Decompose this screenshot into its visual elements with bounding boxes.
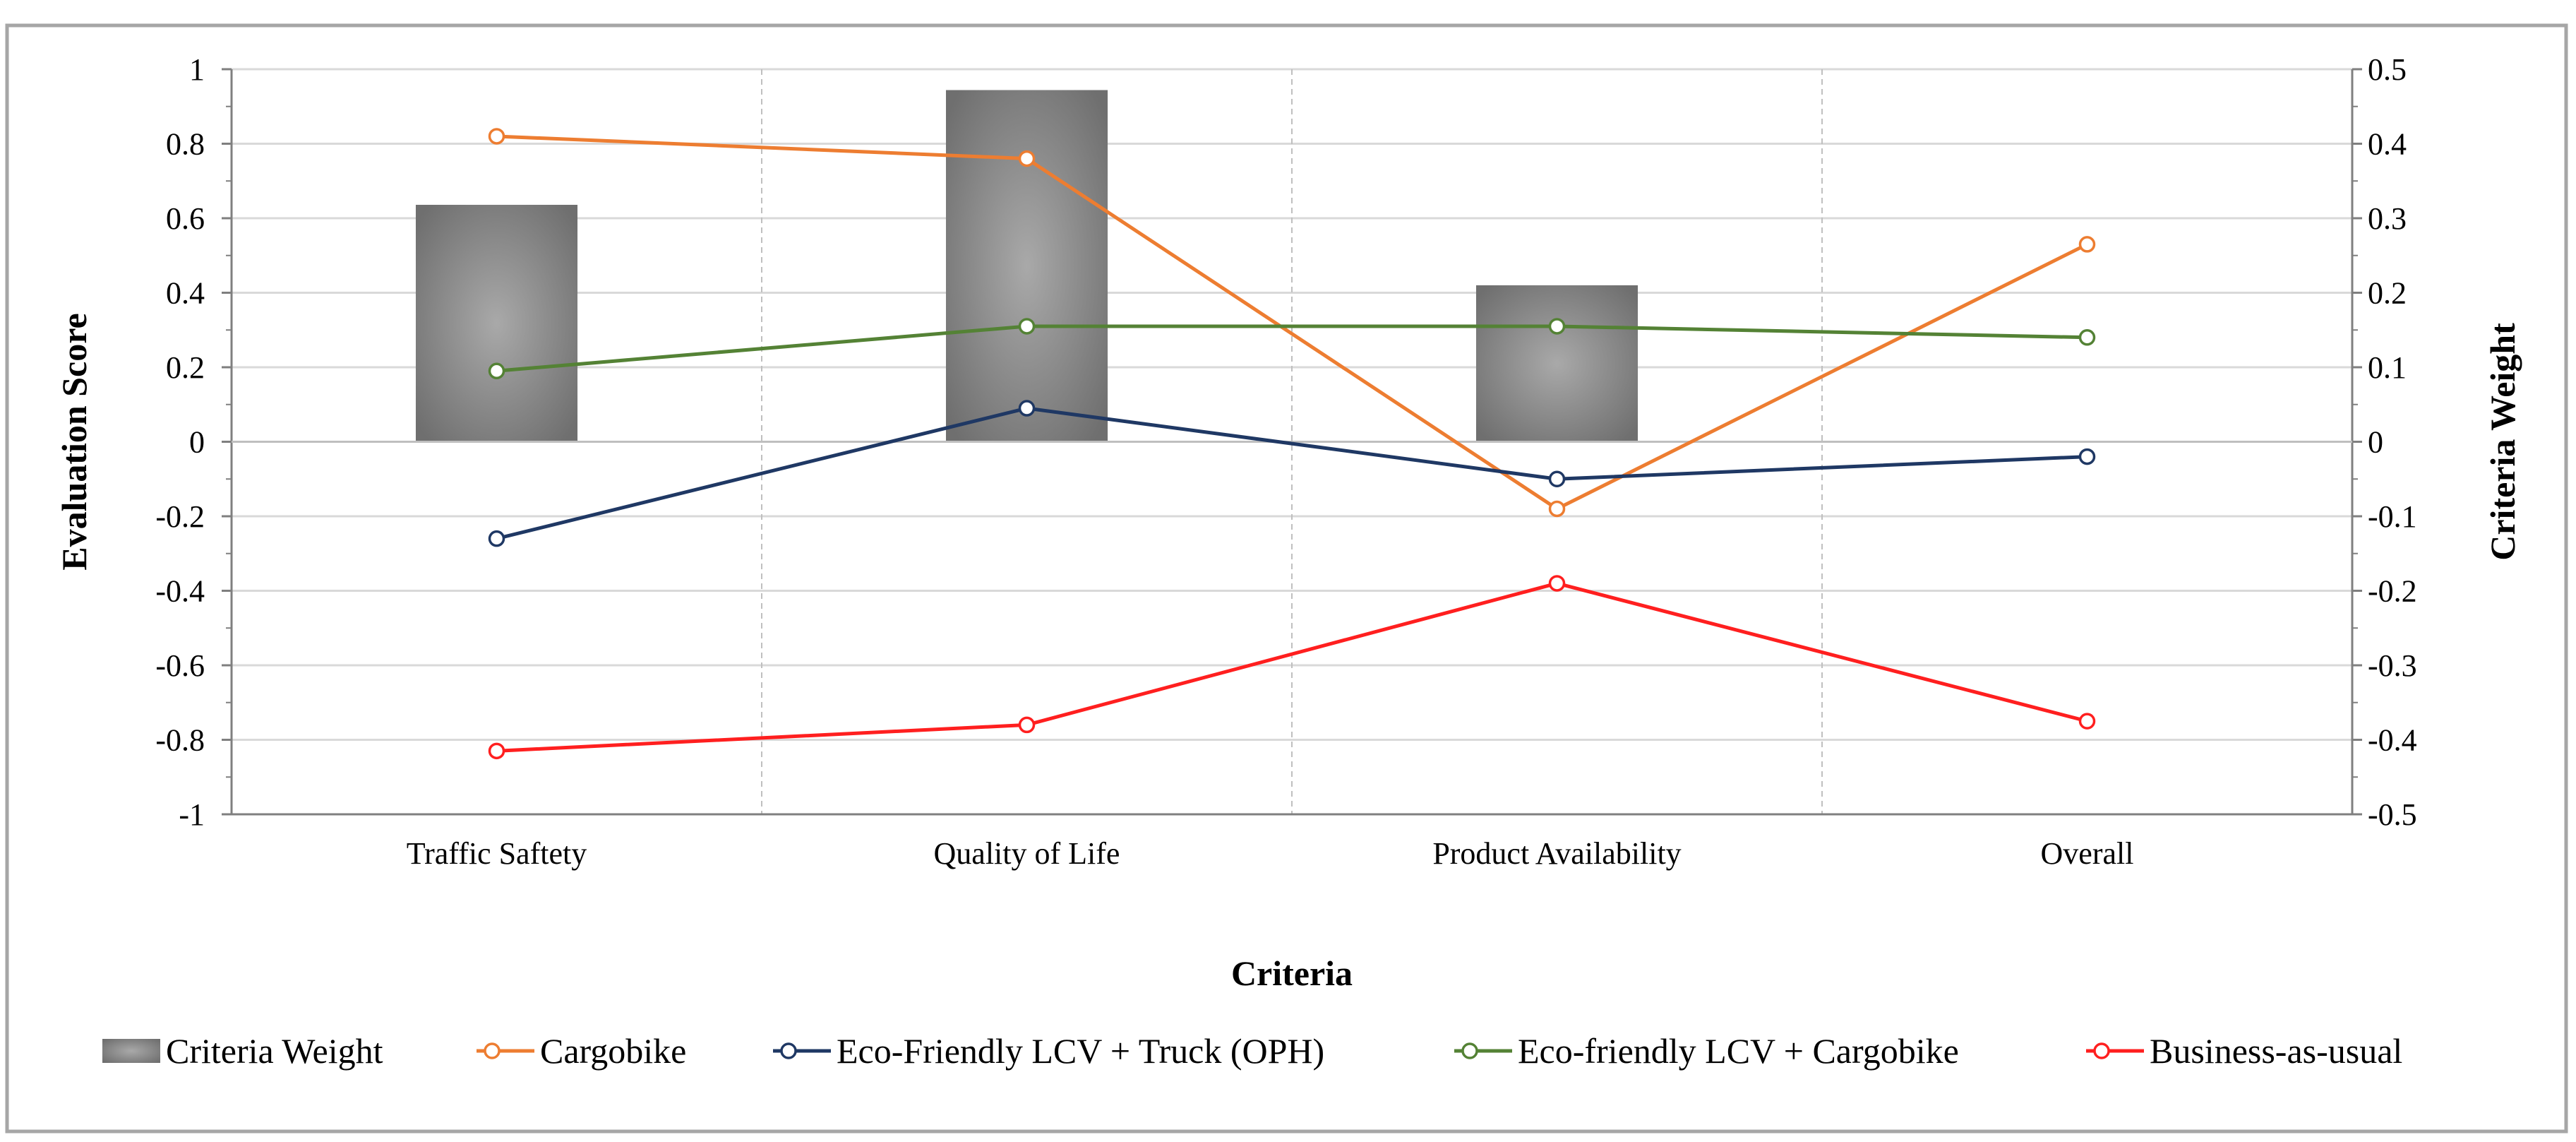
y-tick-label: -0.8	[155, 723, 205, 758]
series-point	[2078, 713, 2096, 730]
y-tick-label: 0	[189, 425, 205, 460]
y-tick-label: 0.6	[166, 201, 205, 236]
y2-axis-title: Criteria Weight	[2483, 323, 2522, 561]
y2-tick-label: -0.2	[2368, 574, 2417, 609]
y2-tick-label: 0.4	[2368, 127, 2407, 162]
y-tick-label: 0.4	[166, 276, 205, 311]
y-tick-label: -1	[179, 797, 205, 832]
legend-label: Business-as-usual	[2150, 1031, 2402, 1071]
series-point	[488, 362, 505, 380]
x-axis-title: Criteria	[1231, 953, 1353, 993]
x-tick-label: Traffic Saftety	[407, 836, 587, 871]
weight-bar	[945, 90, 1108, 442]
series-line	[496, 581, 2088, 753]
axis-layer	[222, 68, 2362, 816]
legend-label: Cargobike	[540, 1031, 686, 1071]
series-line	[496, 134, 2088, 511]
y-tick-label: 0.8	[166, 127, 205, 162]
series-line	[496, 324, 2087, 373]
series-point	[2078, 236, 2096, 253]
y2-tick-label: -0.3	[2368, 648, 2417, 683]
series-point	[1018, 716, 1036, 734]
y2-tick-label: -0.5	[2368, 797, 2417, 832]
y-tick-label: 1	[189, 52, 205, 87]
legend-label: Eco-Friendly LCV + Truck (OPH)	[837, 1031, 1324, 1071]
series-point	[488, 128, 505, 145]
series-point	[1548, 318, 1566, 335]
y-tick-label: 0.2	[166, 350, 205, 385]
legend-label: Criteria Weight	[166, 1031, 383, 1071]
legend: Criteria Weight Cargobike Eco-Friendly LCV…	[102, 1031, 2402, 1071]
x-tick-label: Product Availability	[1432, 836, 1681, 871]
weight-bar	[1475, 285, 1639, 442]
y-axis-title: Evaluation Score	[54, 313, 94, 570]
weight-bar	[415, 205, 578, 442]
text-layer: 1 0.8 0.6 0.4 0.2 0 -0.2 -0.4 -0.6 -0.8 -1 0.5 0.4 0.…	[54, 52, 2522, 993]
y2-tick-label: -0.1	[2368, 499, 2417, 534]
line-layer	[488, 128, 2096, 760]
series-point	[1548, 470, 1566, 487]
x-tick-label: Overall	[2041, 836, 2134, 871]
series-point	[2078, 448, 2096, 465]
series-line	[496, 406, 2087, 541]
y2-tick-label: 0	[2368, 425, 2383, 460]
series-point	[1548, 575, 1566, 592]
legend-label: Eco-friendly LCV + Cargobike	[1518, 1031, 1959, 1071]
legend-swatch-marker	[2093, 1042, 2110, 1059]
y2-tick-label: 0.3	[2368, 201, 2407, 236]
x-tick-label: Quality of Life	[934, 836, 1120, 871]
series-point	[1018, 150, 1036, 167]
legend-swatch-marker	[484, 1042, 501, 1059]
y-tick-label: -0.4	[155, 574, 205, 609]
y-tick-label: -0.2	[155, 499, 205, 534]
series-point	[488, 742, 505, 760]
series-point	[1018, 400, 1036, 417]
series-point	[488, 530, 505, 547]
y2-tick-label: 0.5	[2368, 52, 2407, 87]
legend-swatch-weight	[102, 1039, 160, 1063]
series-point	[2078, 329, 2096, 346]
series-point	[1548, 500, 1566, 518]
y2-tick-label: 0.1	[2368, 350, 2407, 385]
legend-swatch-marker	[780, 1042, 797, 1059]
y2-tick-label: -0.4	[2368, 723, 2417, 758]
series-point	[1018, 318, 1036, 335]
bar-layer	[415, 90, 1639, 442]
legend-swatch-marker	[1461, 1042, 1478, 1059]
y2-tick-label: 0.2	[2368, 276, 2407, 311]
y-tick-label: -0.6	[155, 648, 205, 683]
